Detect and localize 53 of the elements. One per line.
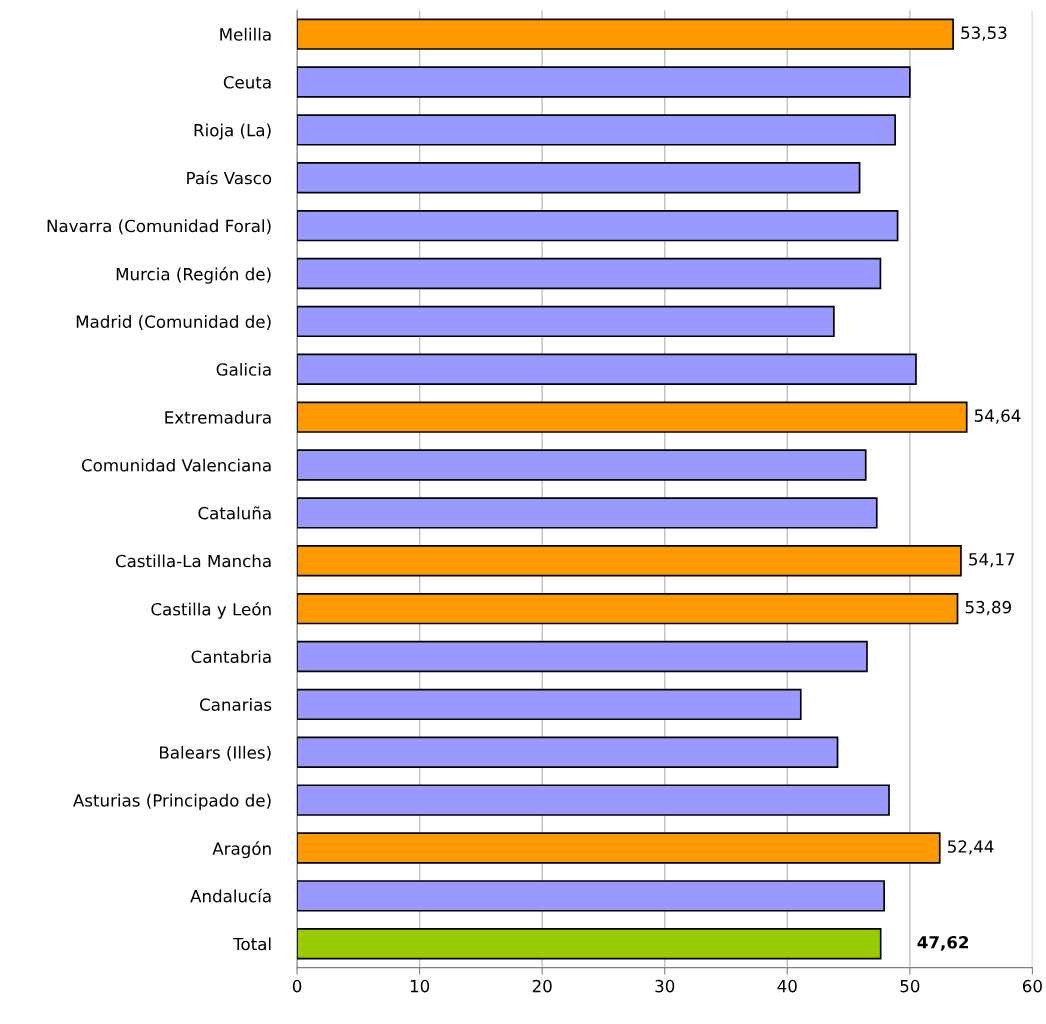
x-tick-label: 60 bbox=[1022, 979, 1042, 993]
y-tick-label: Murcia (Región de) bbox=[116, 266, 271, 284]
bar bbox=[297, 401, 968, 433]
y-tick-label: Canarias bbox=[199, 698, 272, 711]
bar bbox=[297, 928, 882, 960]
y-tick-label: Castilla-La Mancha bbox=[115, 554, 271, 568]
y-tick-label: Andalucía bbox=[190, 888, 271, 903]
bar bbox=[297, 688, 802, 721]
data-label: 53,89 bbox=[965, 600, 1012, 616]
x-tick-label: 0 bbox=[292, 979, 302, 993]
y-tick-label: Asturias (Principado de) bbox=[73, 793, 271, 810]
y-tick-label: Total bbox=[233, 937, 271, 951]
bar bbox=[297, 545, 962, 577]
data-label: 53,53 bbox=[961, 26, 1007, 41]
bar bbox=[297, 305, 835, 338]
y-tick-label: Balears (Illes) bbox=[160, 745, 271, 761]
data-label: 52,44 bbox=[947, 840, 994, 855]
y-tick-label: Madrid (Comunidad de) bbox=[76, 315, 271, 330]
bar bbox=[297, 162, 861, 194]
y-tick-label: Navarra (Comunidad Foral) bbox=[47, 219, 271, 235]
data-label: 54,64 bbox=[974, 409, 1021, 424]
bar bbox=[297, 66, 911, 98]
bar bbox=[297, 640, 868, 673]
y-tick-label: Rioja (La) bbox=[194, 123, 271, 140]
y-tick-label: Comunidad Valenciana bbox=[81, 458, 271, 472]
x-tick-label: 10 bbox=[410, 979, 430, 993]
x-tick-label: 40 bbox=[777, 979, 797, 993]
bar bbox=[297, 880, 885, 912]
y-tick-label: Aragón bbox=[212, 841, 271, 859]
bar bbox=[297, 353, 917, 385]
bar bbox=[297, 592, 959, 625]
x-tick-label: 20 bbox=[532, 979, 552, 993]
y-tick-label: Cataluña bbox=[198, 506, 271, 520]
bar bbox=[297, 18, 954, 50]
bar bbox=[297, 736, 839, 768]
x-tick-label: 50 bbox=[900, 979, 920, 993]
x-tick-label: 30 bbox=[655, 979, 675, 993]
data-label: 47,62 bbox=[917, 935, 969, 951]
bar bbox=[297, 497, 878, 529]
y-tick-label: Cantabria bbox=[191, 650, 271, 664]
bar bbox=[297, 832, 941, 864]
y-tick-label: Melilla bbox=[220, 27, 271, 41]
bar bbox=[297, 257, 882, 290]
y-tick-label: Castilla y León bbox=[151, 601, 271, 619]
y-tick-label: Extremadura bbox=[165, 410, 271, 424]
data-label: 54,17 bbox=[969, 553, 1015, 568]
bar bbox=[297, 449, 867, 481]
y-tick-label: País Vasco bbox=[187, 170, 272, 185]
y-tick-label: Galicia bbox=[216, 362, 271, 376]
y-tick-label: Ceuta bbox=[223, 76, 271, 89]
bar bbox=[297, 114, 896, 146]
bar bbox=[297, 784, 890, 816]
bar bbox=[297, 209, 899, 242]
